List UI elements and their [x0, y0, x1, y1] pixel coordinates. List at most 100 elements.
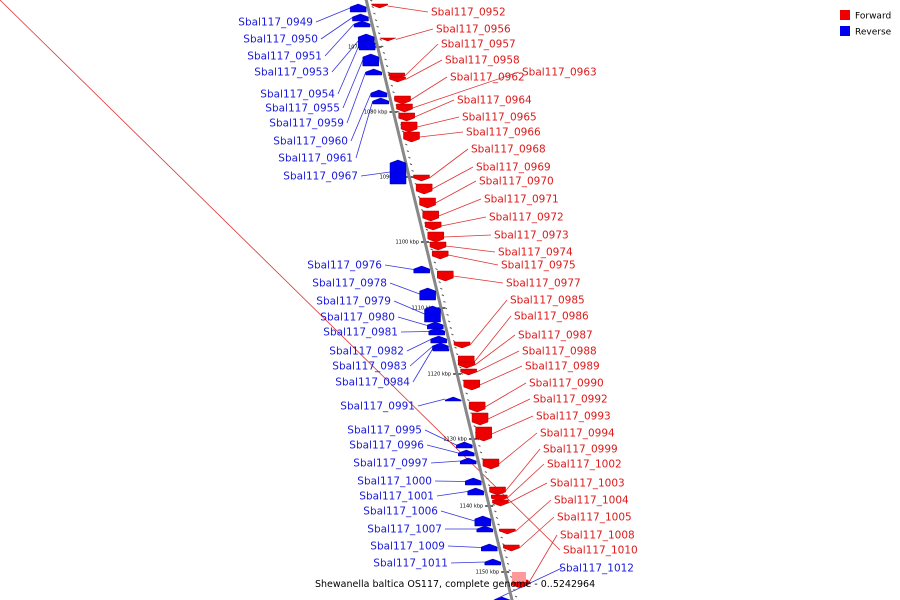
forward-gene-label: Sbal117_0974 — [498, 247, 573, 259]
forward-connector — [476, 350, 520, 373]
forward-gene-arrow — [379, 37, 396, 42]
tick-mark — [397, 110, 400, 113]
reverse-gene-arrow — [456, 441, 473, 449]
forward-gene-arrow — [499, 528, 516, 535]
genome-backbone — [364, 0, 514, 600]
reverse-connector — [409, 346, 433, 367]
reverse-connector — [342, 59, 364, 109]
reverse-gene-arrow — [493, 596, 511, 600]
tick-mark — [376, 25, 379, 28]
tick-mark — [467, 399, 470, 401]
forward-connector — [412, 71, 520, 109]
reverse-gene-label: Sbal117_0953 — [254, 67, 329, 79]
tick-mark — [497, 523, 500, 526]
reverse-gene-label: Sbal117_1007 — [367, 524, 442, 536]
forward-gene-label: Sbal117_0971 — [484, 194, 559, 206]
forward-gene-arrow — [396, 103, 413, 113]
reverse-connector — [315, 7, 351, 23]
reverse-gene-arrow — [389, 159, 407, 185]
reverse-gene-label: Sbal117_0997 — [353, 458, 428, 470]
reverse-gene-label: Sbal117_0982 — [329, 346, 404, 358]
forward-gene-arrow — [394, 95, 411, 105]
genome-caption: Shewanella baltica OS117, complete genom… — [315, 579, 595, 590]
forward-connector — [387, 5, 429, 13]
reverse-gene-label: Sbal117_0955 — [265, 103, 340, 115]
reverse-connector — [412, 348, 434, 383]
reverse-gene-label: Sbal117_0959 — [269, 118, 344, 130]
tick-mark — [476, 438, 480, 441]
forward-connector — [443, 234, 492, 238]
tick-mark — [369, 0, 373, 2]
reverse-gene-arrow — [428, 327, 446, 336]
forward-gene-label: Sbal117_0966 — [466, 127, 541, 139]
tick-mark — [433, 261, 437, 264]
reverse-connector — [447, 545, 482, 548]
kbp-label: 1130 kbp — [443, 437, 467, 443]
tick-mark — [381, 45, 384, 48]
reverse-gene-arrow — [427, 321, 444, 330]
tick-mark — [502, 543, 505, 546]
legend-forward-label: Forward — [855, 12, 891, 22]
reverse-gene-label: Sbal117_0949 — [238, 17, 313, 29]
forward-gene-arrow — [482, 458, 500, 470]
reverse-gene-arrow — [372, 97, 390, 105]
reverse-gene-label: Sbal117_0978 — [312, 278, 387, 290]
tick-mark — [478, 444, 481, 447]
tick-mark — [494, 510, 497, 513]
reverse-connector — [436, 491, 468, 497]
forward-gene-label: Sbal117_0962 — [450, 72, 525, 84]
forward-connector — [519, 516, 555, 549]
tick-mark — [382, 51, 386, 54]
forward-connector — [416, 116, 460, 128]
reverse-gene-label: Sbal117_0984 — [335, 377, 410, 389]
forward-gene-label: Sbal117_1003 — [550, 478, 625, 490]
reverse-gene-arrow — [476, 525, 494, 533]
tick-mark — [446, 313, 449, 316]
kbp-label: 1140 kbp — [460, 504, 484, 510]
tick-mark — [438, 281, 441, 284]
forward-gene-arrow — [437, 270, 454, 282]
highlight-feature — [511, 572, 526, 582]
forward-gene-label: Sbal117_0985 — [510, 295, 585, 307]
forward-gene-arrow — [503, 544, 520, 552]
kbp-label: 1110 kbp — [411, 306, 435, 312]
tick-mark — [443, 300, 446, 303]
reverse-connector — [424, 429, 457, 446]
forward-connector — [438, 198, 482, 217]
forward-connector — [474, 334, 516, 366]
legend-reverse-label: Reverse — [855, 28, 892, 38]
tick-mark — [514, 595, 518, 598]
forward-connector — [405, 59, 443, 80]
forward-connector — [453, 275, 504, 284]
kbp-label: 1080 kbp — [364, 110, 388, 116]
reverse-gene-arrow — [419, 287, 436, 301]
gene-labels: Sbal117_0949 Sbal117_0950 Sbal117_0951 Sbal… — [238, 7, 637, 575]
reverse-gene-arrow — [444, 396, 462, 402]
forward-connector — [395, 28, 434, 40]
forward-gene-label: Sbal117_0993 — [536, 411, 611, 423]
reverse-gene-label: Sbal117_0981 — [323, 327, 398, 339]
tick-mark — [479, 451, 483, 454]
forward-gene-label: Sbal117_0972 — [489, 212, 564, 224]
reverse-connector — [450, 561, 485, 564]
forward-gene-label: Sbal117_0958 — [445, 55, 520, 67]
reverse-gene-label: Sbal117_0967 — [283, 171, 358, 183]
reverse-gene-arrow — [413, 265, 430, 274]
reverse-gene-arrow — [458, 449, 475, 457]
tick-mark — [417, 196, 421, 198]
forward-gene-arrow — [427, 231, 445, 243]
reverse-connector — [320, 17, 353, 40]
forward-gene-arrow — [492, 499, 509, 507]
forward-connector — [431, 166, 474, 190]
reverse-gene-arrow — [481, 543, 498, 552]
reverse-connector — [417, 398, 446, 407]
forward-connector — [491, 415, 534, 435]
tick-mark — [377, 32, 381, 35]
forward-connector — [469, 299, 508, 346]
tick-mark — [392, 91, 395, 94]
reverse-gene-label: Sbal117_0995 — [347, 425, 422, 437]
forward-gene-label: Sbal117_0973 — [494, 230, 569, 242]
forward-gene-arrow — [460, 368, 477, 376]
forward-connector — [484, 382, 527, 408]
